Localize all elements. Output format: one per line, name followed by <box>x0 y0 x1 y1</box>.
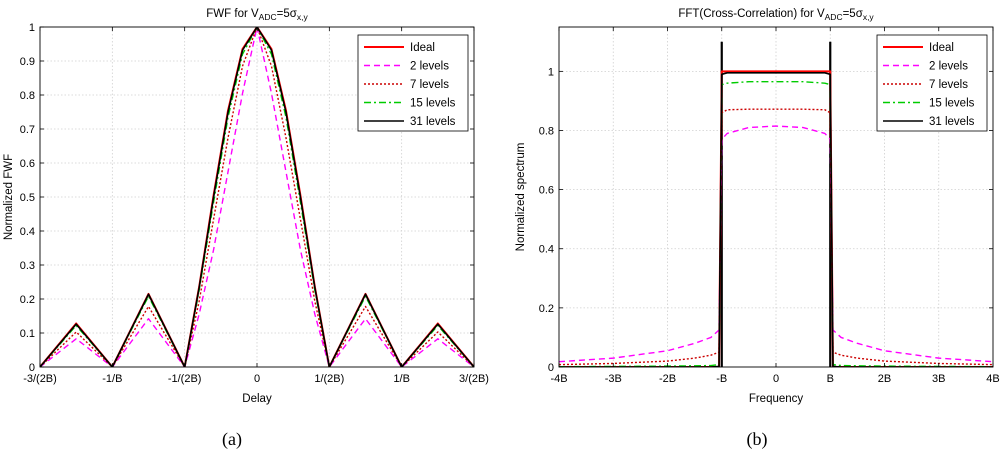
x-tick-label: -4B <box>550 373 567 385</box>
x-tick-label: 3/(2B) <box>459 373 489 385</box>
series-a <box>40 27 474 367</box>
x-tick-label: -1/(2B) <box>168 373 202 385</box>
y-tick-label: 1 <box>29 22 35 34</box>
legend-box <box>357 34 469 132</box>
y-tick-label: 0.7 <box>20 124 35 136</box>
caption-b: (b) <box>747 429 768 450</box>
x-tick-label: 3B <box>932 373 945 385</box>
y-axis-label-a: Normalized FWF <box>3 154 15 240</box>
series-b <box>559 41 993 367</box>
y-tick-label: 0.2 <box>539 303 554 315</box>
ticks-b: -4B -3B -2B -B 0 B 2B 3B 4B 0 0.2 0.4 0.6 0.8 1 <box>539 27 1000 385</box>
series-line-15-levels <box>40 27 474 367</box>
legend-label: 2 levels <box>929 61 968 73</box>
series-line-31-levels <box>559 72 993 367</box>
series-line-ideal <box>559 70 993 367</box>
chart-title-a: FWF for VADC=5σx,y <box>206 8 308 22</box>
x-tick-label: 2B <box>878 373 891 385</box>
legend-a: Ideal 2 levels 7 levels 15 levels 31 levels <box>357 34 469 132</box>
y-tick-label: 0.4 <box>20 226 35 238</box>
y-tick-label: 0.4 <box>539 244 554 256</box>
series-group <box>40 27 474 367</box>
panel-b: -4B -3B -2B -B 0 B 2B 3B 4B 0 0.2 0.4 0.6 0.8 1 FFT(Cr… <box>515 8 1000 450</box>
y-tick-label: 1 <box>548 66 554 78</box>
chart-title-b: FFT(Cross-Correlation) for VADC=5σx,y <box>678 8 874 22</box>
y-tick-label: 0.6 <box>20 158 35 170</box>
x-tick-label: -1/B <box>102 373 122 385</box>
y-tick-label: 0.1 <box>20 328 35 340</box>
y-tick-label: 0.5 <box>20 192 35 204</box>
series-group <box>559 41 993 367</box>
legend-label: 2 levels <box>410 61 449 73</box>
x-tick-label: 0 <box>773 373 779 385</box>
x-tick-label: -B <box>716 373 727 385</box>
series-line-7-levels <box>40 27 474 367</box>
legend-label: 15 levels <box>929 98 975 110</box>
series-line-2-levels <box>40 27 474 367</box>
panel-a: -3/(2B) -1/B -1/(2B) 0 1/(2B) 1/B 3/(2B) 0 0.1 0.… <box>3 8 489 450</box>
y-tick-label: 0.3 <box>20 260 35 272</box>
x-tick-label: -3B <box>605 373 622 385</box>
y-tick-label: 0 <box>548 362 554 374</box>
legend-label: 7 levels <box>929 79 968 91</box>
series-line-2-levels <box>559 125 993 363</box>
y-tick-label: 0.8 <box>539 125 554 137</box>
x-axis-label-a: Delay <box>242 393 272 405</box>
x-tick-label: -2B <box>659 373 676 385</box>
y-tick-label: 0.6 <box>539 185 554 197</box>
legend-label: 15 levels <box>410 98 456 110</box>
legend-label: 31 levels <box>929 116 975 128</box>
x-tick-label: 1/(2B) <box>314 373 344 385</box>
y-tick-label: 0.8 <box>20 90 35 102</box>
y-tick-label: 0.2 <box>20 294 35 306</box>
x-tick-label: -3/(2B) <box>23 373 57 385</box>
x-axis-label-b: Frequency <box>749 393 804 405</box>
caption-a: (a) <box>222 429 242 450</box>
y-axis-label-b: Normalized spectrum <box>515 143 527 252</box>
legend-label: 31 levels <box>410 116 456 128</box>
legend-box <box>876 34 988 132</box>
series-line-15-levels <box>559 80 993 367</box>
series-line-31-levels <box>40 27 474 367</box>
ticks-a: -3/(2B) -1/B -1/(2B) 0 1/(2B) 1/B 3/(2B) 0 0.1 0.… <box>20 22 489 385</box>
x-tick-label: 0 <box>254 373 260 385</box>
y-tick-label: 0 <box>29 362 35 374</box>
x-tick-label: B <box>827 373 834 385</box>
legend-label: Ideal <box>410 42 435 54</box>
y-tick-label: 0.9 <box>20 56 35 68</box>
legend-label: Ideal <box>929 42 954 54</box>
x-tick-label: 1/B <box>393 373 410 385</box>
legend-b: Ideal 2 levels 7 levels 15 levels 31 levels <box>876 34 988 132</box>
legend-label: 7 levels <box>410 79 449 91</box>
x-tick-label: 4B <box>986 373 999 385</box>
